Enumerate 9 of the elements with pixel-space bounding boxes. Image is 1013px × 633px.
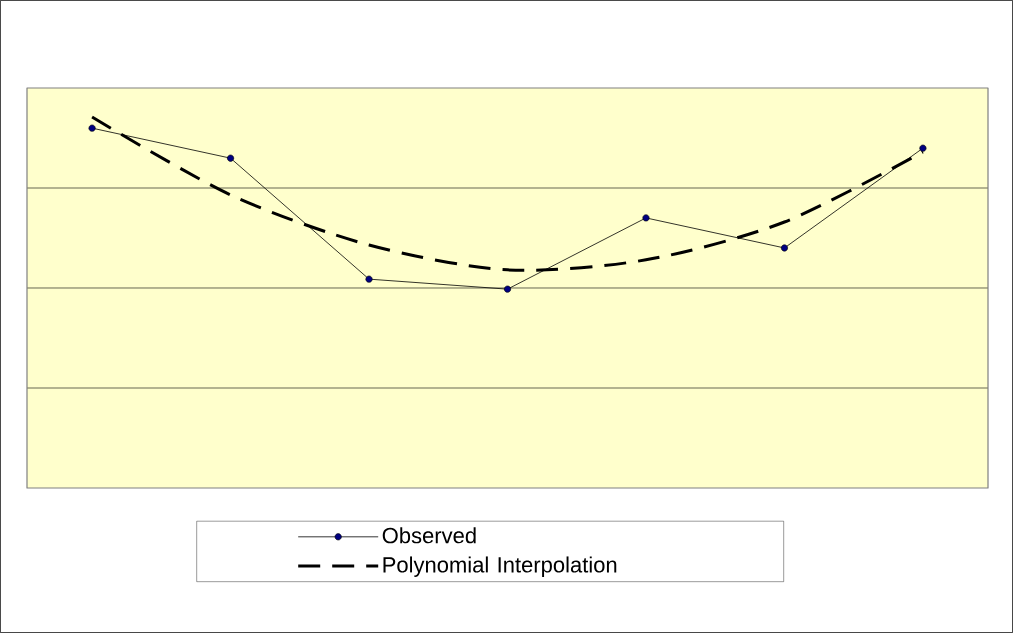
legend-label: Polynomial Interpolation — [383, 556, 617, 577]
point — [919, 144, 927, 152]
point — [642, 214, 650, 222]
point — [780, 244, 788, 252]
point — [504, 285, 511, 293]
point — [227, 154, 235, 162]
point — [365, 275, 373, 283]
legend-label: Observed — [382, 527, 476, 544]
point — [88, 124, 96, 132]
